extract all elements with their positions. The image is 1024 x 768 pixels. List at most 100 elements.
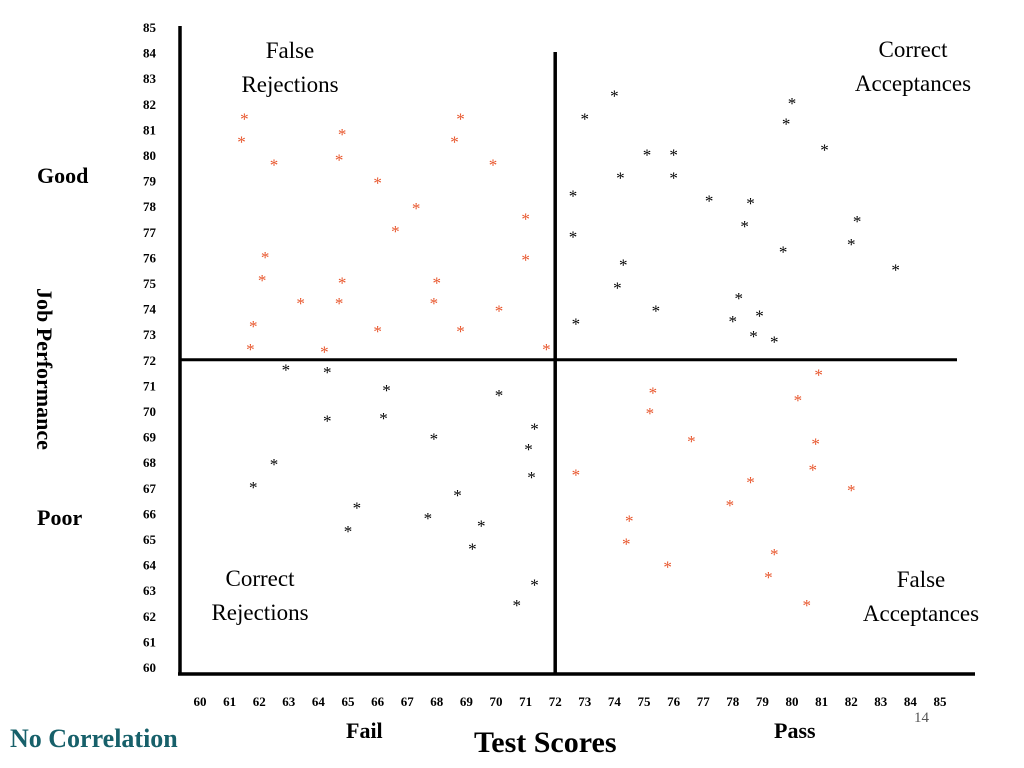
- data-point: *: [726, 496, 735, 515]
- data-point: *: [616, 168, 625, 187]
- data-point: *: [521, 209, 530, 228]
- data-point: *: [344, 522, 353, 541]
- data-point: *: [456, 110, 465, 129]
- x-tick-label: 83: [874, 694, 888, 709]
- data-point: *: [382, 381, 391, 400]
- data-point: *: [323, 363, 332, 382]
- data-point: *: [652, 302, 661, 321]
- data-point: *: [542, 340, 551, 359]
- data-points: * * * * * * * * * * * * * * * * * * * * * * * * * * * * * * * * * * * * * * * *…: [237, 87, 900, 615]
- data-point: *: [734, 289, 743, 308]
- data-point: *: [258, 271, 267, 290]
- data-point: *: [373, 174, 382, 193]
- y-tick-label: 62: [143, 609, 156, 624]
- data-point: *: [495, 386, 504, 405]
- x-tick-label: 73: [578, 694, 592, 709]
- y-tick-label: 85: [143, 20, 157, 35]
- data-point: *: [527, 468, 536, 487]
- data-point: *: [249, 317, 258, 336]
- x-tick-label: 78: [726, 694, 740, 709]
- page-number: 14: [914, 710, 929, 726]
- data-point: *: [649, 384, 658, 403]
- data-point: *: [814, 366, 823, 385]
- x-tick-label: 85: [934, 694, 948, 709]
- data-point: *: [820, 140, 829, 159]
- y-tick-label: 79: [143, 174, 157, 189]
- data-point: *: [646, 404, 655, 423]
- data-point: *: [338, 125, 347, 144]
- data-point: *: [530, 576, 539, 595]
- y-tick-label: 65: [143, 532, 157, 547]
- x-tick-label: 67: [401, 694, 415, 709]
- y-label-good: Good: [37, 163, 89, 188]
- data-point: *: [261, 248, 270, 267]
- data-point: *: [569, 186, 578, 205]
- data-point: *: [705, 192, 714, 211]
- x-label-fail: Fail: [346, 718, 383, 743]
- y-label-job-performance: Job Performance: [32, 288, 57, 450]
- data-point: *: [468, 540, 477, 559]
- x-tick-label: 81: [815, 694, 828, 709]
- y-tick-label: 66: [143, 506, 157, 521]
- data-point: *: [669, 145, 678, 164]
- data-point: *: [770, 545, 779, 564]
- data-point: *: [811, 435, 820, 454]
- data-point: *: [625, 512, 634, 531]
- data-point: *: [572, 314, 581, 333]
- data-point: *: [891, 261, 900, 280]
- x-tick-label: 62: [253, 694, 266, 709]
- x-tick-label: 66: [371, 694, 385, 709]
- data-point: *: [521, 250, 530, 269]
- data-point: *: [729, 312, 738, 331]
- data-point: *: [424, 509, 433, 528]
- y-tick-label: 72: [143, 353, 156, 368]
- quadrant-label-bottom-right: False Acceptances: [863, 567, 979, 626]
- quadrant-label-top-right: Correct Acceptances: [855, 37, 971, 96]
- x-tick-label: 68: [430, 694, 444, 709]
- axes: [178, 26, 975, 676]
- data-point: *: [433, 273, 442, 292]
- y-tick-label: 64: [143, 558, 157, 573]
- data-point: *: [663, 558, 672, 577]
- data-point: *: [740, 217, 749, 236]
- y-tick-label: 63: [143, 583, 157, 598]
- data-point: *: [669, 168, 678, 187]
- footer-title: No Correlation: [10, 724, 178, 753]
- x-label-pass: Pass: [774, 718, 816, 743]
- data-point: *: [847, 235, 856, 254]
- x-tick-label: 60: [194, 694, 207, 709]
- data-point: *: [581, 110, 590, 129]
- data-point: *: [335, 294, 344, 313]
- y-tick-label: 80: [143, 148, 156, 163]
- x-tick-label: 69: [460, 694, 474, 709]
- data-point: *: [622, 535, 631, 554]
- data-point: *: [847, 481, 856, 500]
- y-tick-label: 71: [143, 378, 156, 393]
- y-tick-label: 81: [143, 122, 156, 137]
- data-point: *: [296, 294, 305, 313]
- data-point: *: [430, 294, 439, 313]
- y-tick-label: 82: [143, 97, 156, 112]
- y-tick-label: 60: [143, 660, 156, 675]
- y-tick-label: 75: [143, 276, 157, 291]
- data-point: *: [240, 110, 249, 129]
- y-tick-label: 68: [143, 455, 157, 470]
- data-point: *: [456, 322, 465, 341]
- x-tick-label: 61: [223, 694, 236, 709]
- quadrant-label-bottom-left: Correct Rejections: [211, 566, 308, 625]
- data-point: *: [320, 343, 329, 362]
- data-point: *: [249, 478, 258, 497]
- data-point: *: [794, 391, 803, 410]
- y-tick-label: 76: [143, 250, 157, 265]
- y-tick-label: 70: [143, 404, 156, 419]
- data-point: *: [430, 430, 439, 449]
- data-point: *: [779, 243, 788, 262]
- data-point: *: [489, 156, 498, 175]
- data-point: *: [373, 322, 382, 341]
- data-point: *: [803, 596, 812, 615]
- data-point: *: [335, 151, 344, 170]
- data-point: *: [512, 596, 521, 615]
- x-tick-label: 79: [756, 694, 770, 709]
- x-tick-label: 74: [608, 694, 622, 709]
- data-point: *: [808, 460, 817, 479]
